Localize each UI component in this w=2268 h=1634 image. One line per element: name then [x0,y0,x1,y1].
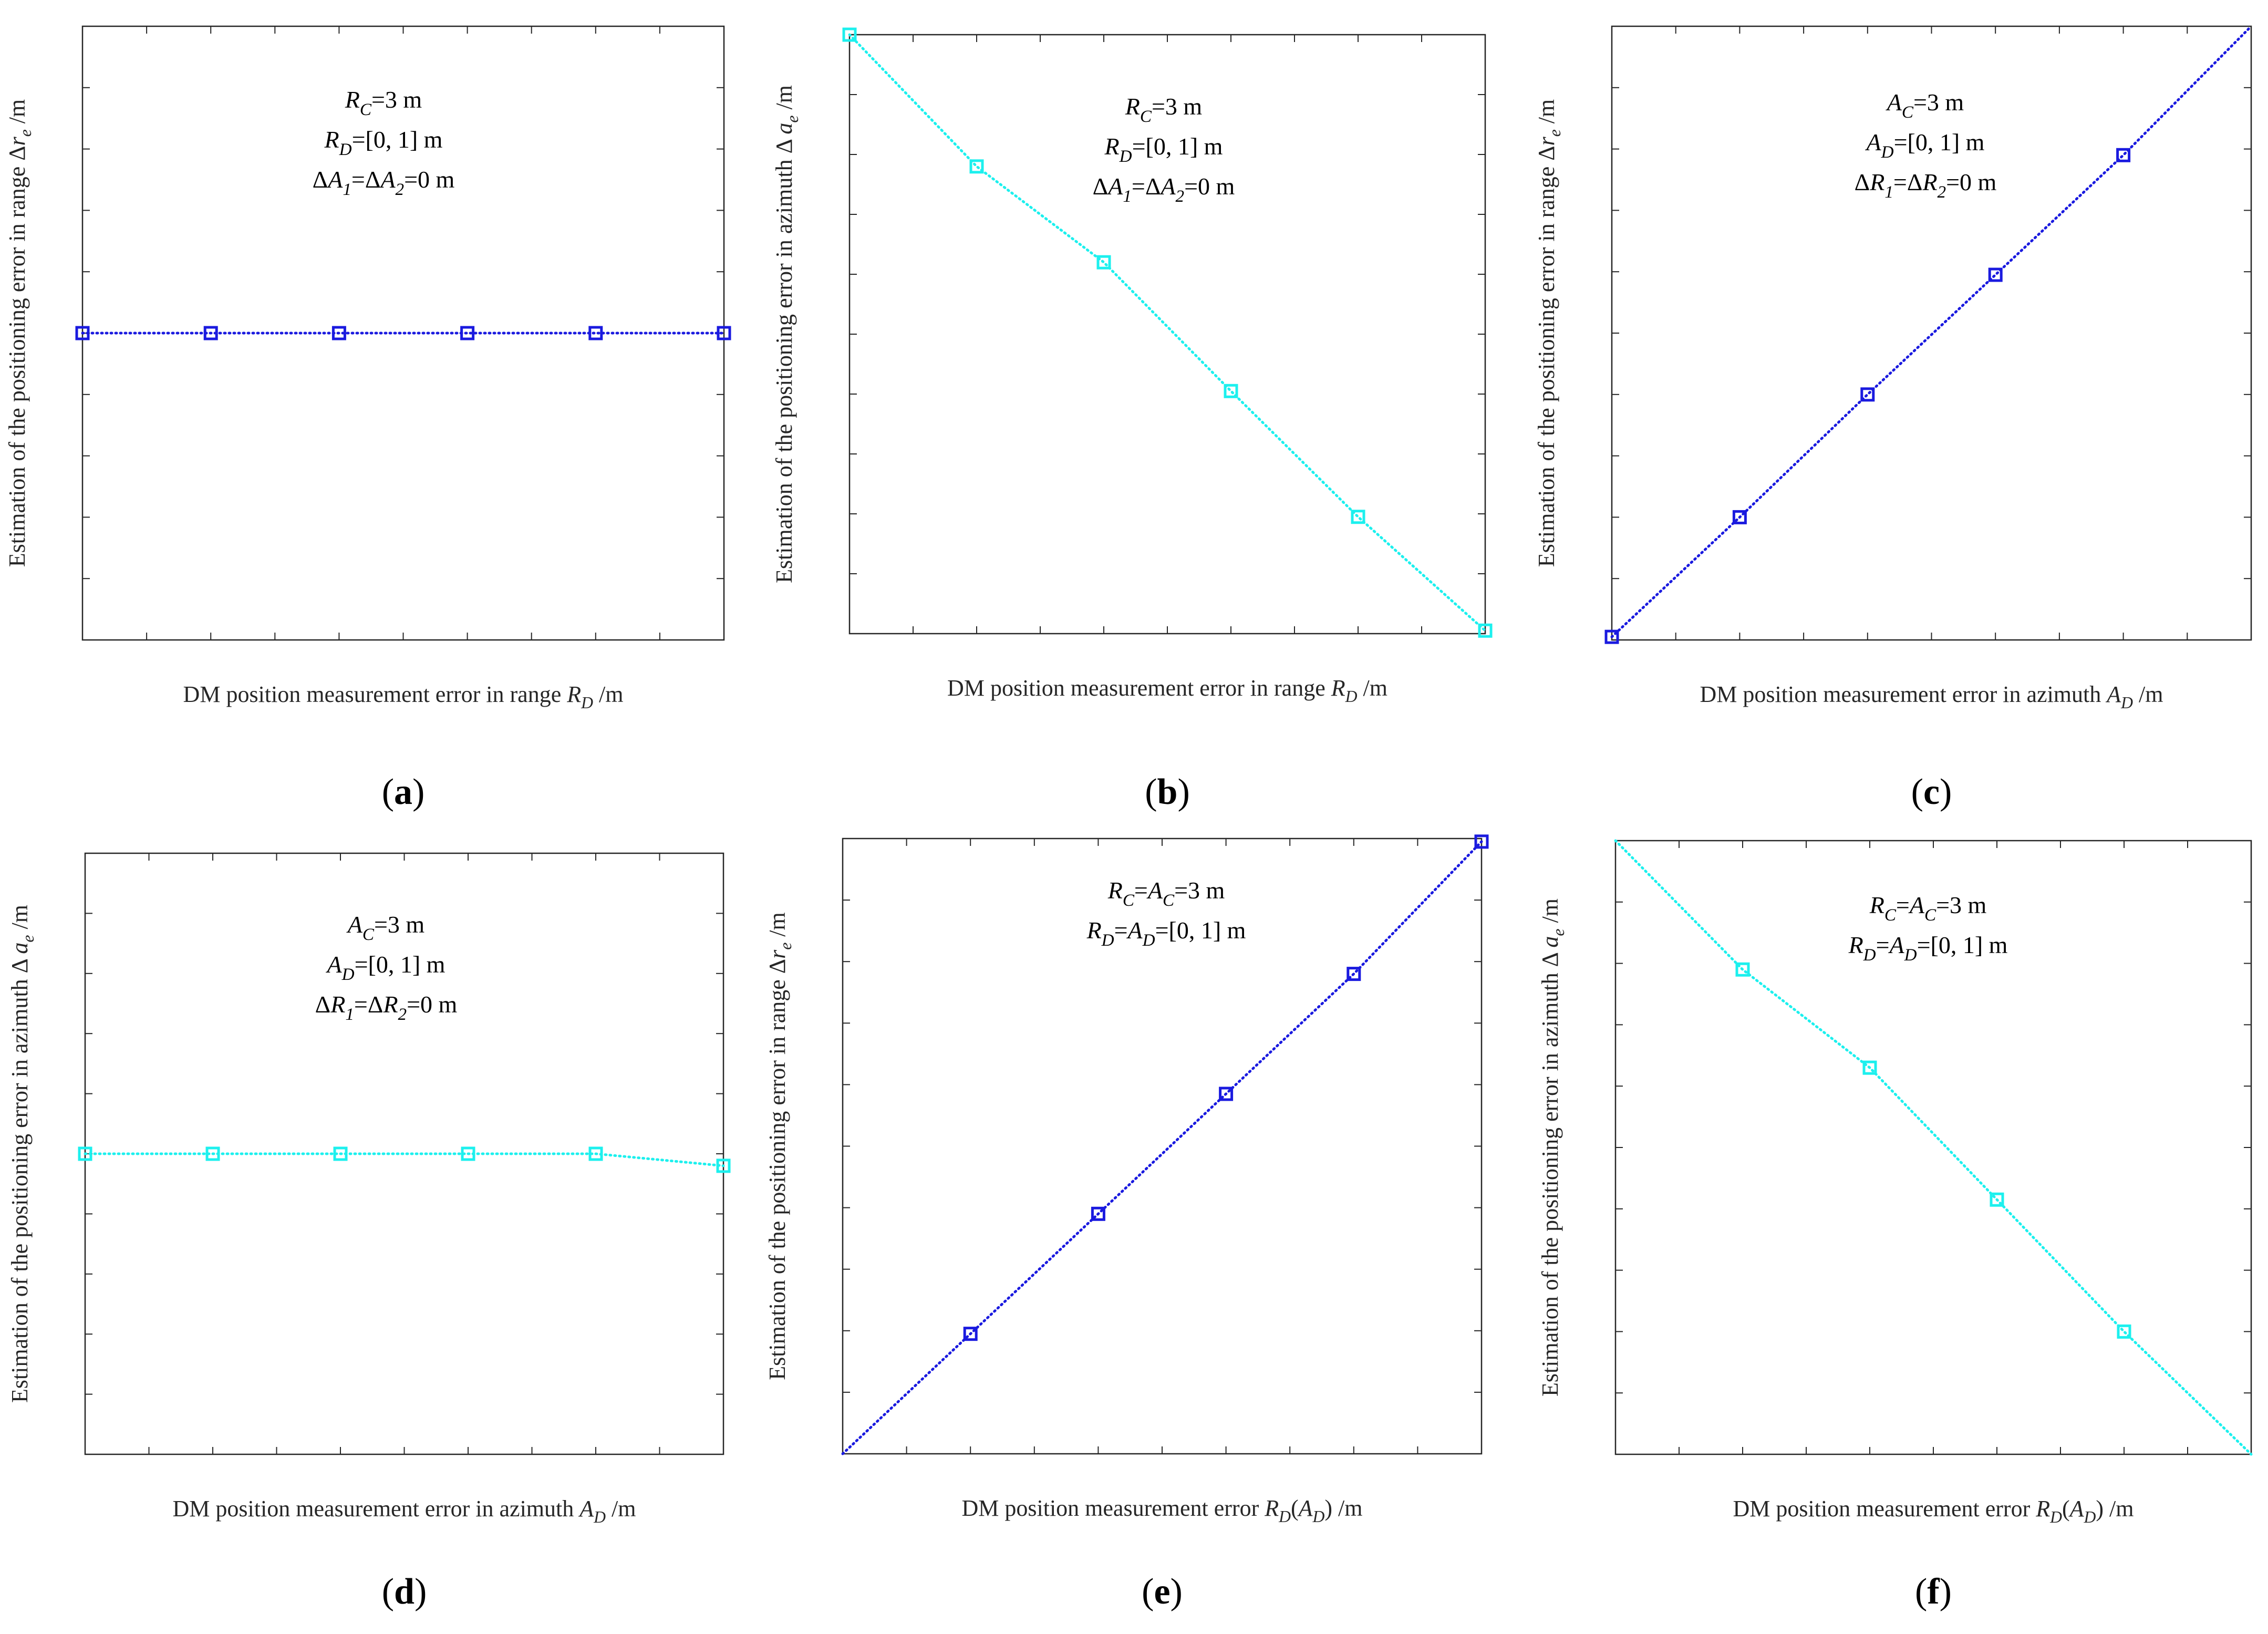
annotation-line: AC=3 m [346,911,425,944]
data-point [1347,967,1361,981]
x-axis-label: DM position measurement error RD(AD) /m [961,1495,1362,1526]
data-point [1219,1087,1234,1101]
data-point [717,326,731,340]
chart-panel-c: DM position measurement error in azimuth… [1534,25,2253,812]
annotation-line: AD=[0, 1] m [1865,129,1985,162]
data-point [2116,148,2131,162]
x-axis-label: DM position measurement error in range R… [183,681,624,712]
chart-panel-f: DM position measurement error RD(AD) /m E… [1537,839,2253,1612]
data-point [1735,962,1750,977]
y-axis-label: Estimation of the positioning error in r… [4,99,35,567]
data-point [1351,510,1365,524]
data-point [588,1146,603,1161]
data-point [460,326,475,340]
chart-panel-d: DM position measurement error in azimuth… [7,852,731,1612]
panel-label: (e) [1142,1571,1183,1612]
annotation-line: RD=AD=[0, 1] m [1848,932,2008,965]
chart-panel-b: DM position measurement error in range R… [771,27,1493,812]
annotation-line: ΔR1=ΔR2=0 m [1855,169,1997,202]
data-point [588,326,603,340]
annotation-line: RC=AC=3 m [1107,877,1225,910]
data-point [1862,1060,1877,1075]
x-axis-label: DM position measurement error in range R… [947,675,1387,706]
annotation-line: ΔA1=ΔA2=0 m [1093,173,1235,206]
data-point [1224,384,1238,398]
data-point [1990,1192,2004,1207]
data-point [461,1146,475,1161]
panel-label: (f) [1915,1571,1952,1612]
data-point [78,1146,92,1161]
annotation-line: ΔR1=ΔR2=0 m [315,991,458,1024]
annotation-line: RC=3 m [345,86,422,119]
data-point [1096,255,1111,270]
data-point [75,326,90,340]
panel-label: (b) [1145,772,1190,812]
annotation-line: RD=[0, 1] m [1104,133,1223,166]
y-axis-label: Estimation of the positioning error in a… [1537,898,1568,1397]
panel-label: (c) [1911,772,1952,812]
data-point [205,1146,220,1161]
x-axis-label: DM position measurement error in azimuth… [1700,681,2163,712]
data-point [1604,629,1619,644]
series-line [1614,839,2253,1456]
annotation-line: AD=[0, 1] m [326,951,446,984]
data-point [1860,387,1875,402]
annotation-line: AC=3 m [1886,89,1964,122]
data-point [1474,834,1489,849]
annotation-line: RD=[0, 1] m [324,126,443,159]
data-point [1988,267,2003,282]
annotation-line: RC=AC=3 m [1869,892,1987,925]
series-line [841,840,1483,1455]
data-point [963,1327,978,1341]
chart-panel-e: DM position measurement error RD(AD) /m E… [764,834,1489,1612]
data-point [1091,1206,1105,1221]
y-axis-label: Estimation of the positioning error in a… [771,85,802,583]
data-point [1732,510,1747,524]
y-axis-label: Estimation of the positioning error in a… [7,905,37,1403]
annotation-line: RC=3 m [1125,93,1203,126]
x-axis-label: DM position measurement error in azimuth… [173,1496,636,1526]
chart-panel-a: DM position measurement error in range R… [4,25,731,812]
panel-label: (a) [382,772,425,812]
data-point [203,326,218,340]
data-point [2117,1324,2131,1339]
x-axis-label: DM position measurement error RD(AD) /m [1733,1496,2134,1526]
y-axis-label: Estimation of the positioning error in r… [764,912,795,1380]
data-point [333,1146,348,1161]
data-point [969,159,984,174]
series-line [84,1152,725,1167]
series-line [848,33,1487,632]
series-line [1610,25,2253,638]
annotation-line: RD=AD=[0, 1] m [1086,917,1246,950]
data-point [716,1159,731,1173]
data-point [1478,623,1493,638]
panel-label: (d) [382,1571,427,1612]
data-point [332,326,346,340]
data-point [842,27,857,42]
y-axis-label: Estimation of the positioning error in r… [1534,99,1564,567]
annotation-line: ΔA1=ΔA2=0 m [313,166,455,199]
